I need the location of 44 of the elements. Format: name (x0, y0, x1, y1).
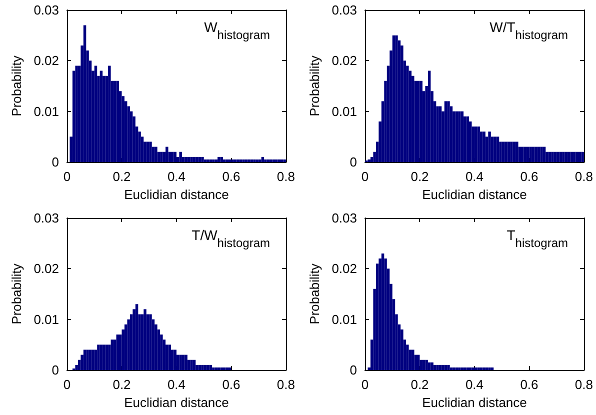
x-tick-label: 0.4 (167, 377, 186, 392)
x-axis-title: Euclidian distance (422, 186, 527, 202)
y-tick-label: 0.03 (332, 210, 357, 226)
y-axis-title: Probability (8, 263, 24, 324)
x-tick-label: 0.4 (465, 377, 484, 392)
x-tick-label: 0 (361, 169, 369, 184)
y-tick-label: 0 (52, 154, 59, 170)
y-axis-title: Probability (8, 55, 24, 116)
x-tick-label: 0.2 (410, 377, 429, 392)
x-tick-label: 0.6 (222, 169, 240, 184)
x-tick-label: 0.4 (167, 169, 186, 184)
x-tick-label: 0.4 (465, 169, 484, 184)
x-axis-title: Euclidian distance (124, 394, 229, 410)
y-tick-label: 0 (52, 362, 59, 378)
y-tick-label: 0 (350, 154, 357, 170)
y-tick-label: 0.03 (34, 2, 59, 18)
x-tick-label: 0.8 (276, 377, 296, 392)
x-tick-label: 0.6 (520, 377, 538, 392)
y-tick-label: 0.03 (332, 2, 357, 18)
y-tick-label: 0.02 (332, 53, 357, 68)
x-tick-label: 0.2 (112, 169, 131, 184)
x-tick-label: 0.8 (574, 377, 594, 392)
x-tick-label: 0 (63, 377, 71, 392)
x-tick-label: 0.2 (410, 169, 429, 184)
y-axis-title: Probability (306, 263, 322, 324)
x-tick-label: 0.6 (520, 169, 538, 184)
x-axis-title: Euclidian distance (124, 186, 229, 202)
x-tick-label: 0.8 (276, 169, 296, 184)
x-tick-label: 0 (361, 377, 369, 392)
y-tick-label: 0.03 (34, 210, 59, 226)
y-tick-label: 0.02 (34, 261, 59, 276)
x-tick-label: 0.8 (574, 169, 594, 184)
x-tick-label: 0.2 (112, 377, 131, 392)
y-tick-label: 0.01 (34, 312, 59, 327)
y-tick-label: 0.01 (332, 312, 357, 327)
x-tick-label: 0 (63, 169, 71, 184)
x-tick-label: 0.6 (222, 377, 240, 392)
y-tick-label: 0.02 (332, 261, 357, 276)
x-axis-title: Euclidian distance (422, 394, 527, 410)
y-tick-label: 0.01 (34, 104, 59, 119)
y-tick-label: 0 (350, 362, 357, 378)
y-axis-title: Probability (306, 55, 322, 116)
y-tick-label: 0.01 (332, 104, 357, 119)
y-tick-label: 0.02 (34, 53, 59, 68)
